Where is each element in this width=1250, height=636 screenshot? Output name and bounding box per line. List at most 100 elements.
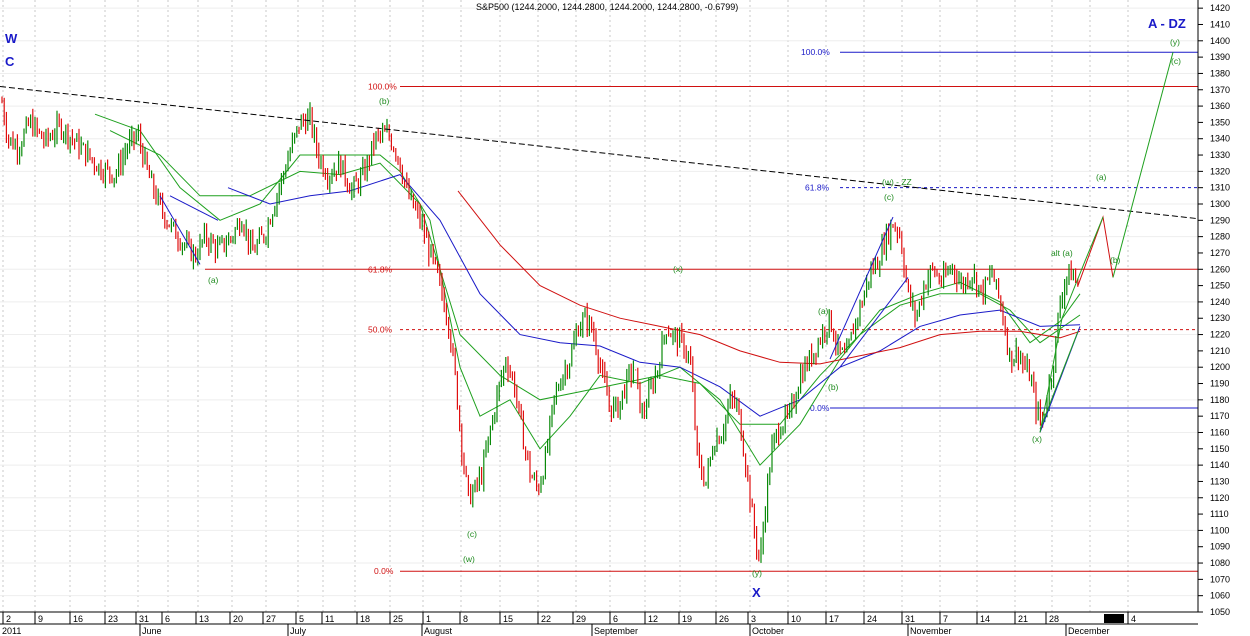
- x-day-label: 13: [199, 614, 209, 624]
- moving-average-line: [109, 130, 1081, 425]
- x-month-label: July: [290, 626, 307, 636]
- y-tick-label: 1330: [1210, 150, 1230, 160]
- y-tick-label: 1100: [1210, 525, 1229, 535]
- y-tick-label: 1130: [1210, 476, 1229, 486]
- y-tick-label: 1360: [1210, 101, 1230, 111]
- y-tick-label: 1410: [1210, 19, 1230, 29]
- wave-label: (x): [1032, 434, 1042, 444]
- projection-line: [1039, 216, 1104, 433]
- wave-label: (x): [673, 264, 683, 274]
- wave-label: (a): [208, 275, 219, 285]
- wave-label: A - DZ: [1148, 16, 1186, 31]
- wave-label: X: [752, 585, 761, 600]
- x-day-label: 6: [165, 614, 170, 624]
- wave-label: (w): [463, 554, 475, 564]
- x-month-label: 2011: [2, 626, 21, 636]
- x-day-label: 18: [360, 614, 370, 624]
- x-month-label: October: [752, 626, 784, 636]
- wave-label: (c): [1171, 56, 1181, 66]
- x-day-label: 31: [139, 614, 149, 624]
- wave-label: (b): [1110, 255, 1121, 265]
- y-tick-label: 1230: [1210, 313, 1230, 323]
- x-month-label: September: [594, 626, 638, 636]
- wave-label: (a): [818, 306, 829, 316]
- wave-label: W: [5, 31, 18, 46]
- y-tick-label: 1120: [1210, 493, 1229, 503]
- x-day-label: 25: [393, 614, 403, 624]
- x-day-label: 19: [682, 614, 692, 624]
- x-day-label: 10: [791, 614, 801, 624]
- trend-line: [0, 85, 1199, 220]
- y-axis-panel: [1198, 0, 1250, 636]
- y-tick-label: 1180: [1210, 395, 1229, 405]
- x-day-label: 27: [266, 614, 276, 624]
- x-day-label: 4: [1131, 614, 1136, 624]
- y-tick-label: 1370: [1210, 85, 1230, 95]
- chart-title: S&P500 (1244.2000, 1244.2800, 1244.2000,…: [476, 2, 738, 12]
- x-day-label: 24: [867, 614, 877, 624]
- x-day-label: 15: [503, 614, 513, 624]
- y-tick-label: 1060: [1210, 591, 1230, 601]
- x-day-label: 20: [233, 614, 243, 624]
- x-day-label: 9: [38, 614, 43, 624]
- y-tick-label: 1050: [1210, 607, 1230, 617]
- fib-level-label: 50.0%: [368, 325, 393, 335]
- y-tick-label: 1400: [1210, 36, 1230, 46]
- wedge-line: [839, 277, 909, 368]
- y-tick-label: 1220: [1210, 330, 1230, 340]
- y-tick-label: 1270: [1210, 248, 1230, 258]
- wave-label: (y): [1170, 37, 1180, 47]
- x-month-label: August: [424, 626, 453, 636]
- x-day-label: 29: [576, 614, 586, 624]
- wave-label: alt (a): [1051, 248, 1073, 258]
- moving-average-line: [457, 190, 1081, 365]
- y-tick-label: 1390: [1210, 52, 1230, 62]
- x-axis-cursor-marker: [1104, 614, 1124, 623]
- moving-average-line: [94, 113, 1081, 466]
- wave-label: (c): [884, 192, 894, 202]
- wave-label: (a): [1096, 172, 1107, 182]
- x-day-label: 1: [426, 614, 431, 624]
- y-tick-label: 1320: [1210, 166, 1230, 176]
- x-day-label: 16: [73, 614, 83, 624]
- y-tick-label: 1090: [1210, 542, 1230, 552]
- wave-label: (y): [752, 568, 762, 578]
- x-day-label: 7: [943, 614, 948, 624]
- y-tick-label: 1110: [1210, 509, 1229, 519]
- x-day-label: 8: [463, 614, 468, 624]
- wave-label: (b): [828, 382, 839, 392]
- x-month-label: November: [910, 626, 952, 636]
- y-tick-label: 1070: [1210, 574, 1230, 584]
- wave-label: C: [5, 54, 15, 69]
- x-day-label: 6: [613, 614, 618, 624]
- fib-level-label: 100.0%: [801, 47, 830, 57]
- projection-line: [1112, 52, 1174, 278]
- y-tick-label: 1240: [1210, 297, 1230, 307]
- y-tick-label: 1150: [1210, 444, 1229, 454]
- y-tick-label: 1310: [1210, 183, 1230, 193]
- y-tick-label: 1170: [1210, 411, 1229, 421]
- x-day-label: 14: [980, 614, 990, 624]
- x-day-label: 21: [1018, 614, 1028, 624]
- fib-level-label: 100.0%: [368, 81, 397, 91]
- y-tick-label: 1420: [1210, 3, 1230, 13]
- y-tick-label: 1190: [1210, 379, 1229, 389]
- wave-label: (c): [467, 529, 477, 539]
- y-tick-label: 1250: [1210, 281, 1230, 291]
- wave-label: (w) - ZZ: [882, 177, 912, 187]
- x-day-label: 17: [829, 614, 839, 624]
- y-tick-label: 1280: [1210, 232, 1230, 242]
- x-month-label: December: [1068, 626, 1110, 636]
- x-month-label: June: [142, 626, 162, 636]
- wedge-line: [1039, 331, 1079, 430]
- x-day-label: 22: [541, 614, 551, 624]
- x-day-label: 26: [719, 614, 729, 624]
- channel-line: [159, 195, 201, 265]
- x-day-label: 5: [299, 614, 304, 624]
- x-day-label: 31: [905, 614, 915, 624]
- x-day-label: 12: [648, 614, 658, 624]
- wedge-line: [829, 216, 894, 360]
- y-tick-label: 1260: [1210, 264, 1230, 274]
